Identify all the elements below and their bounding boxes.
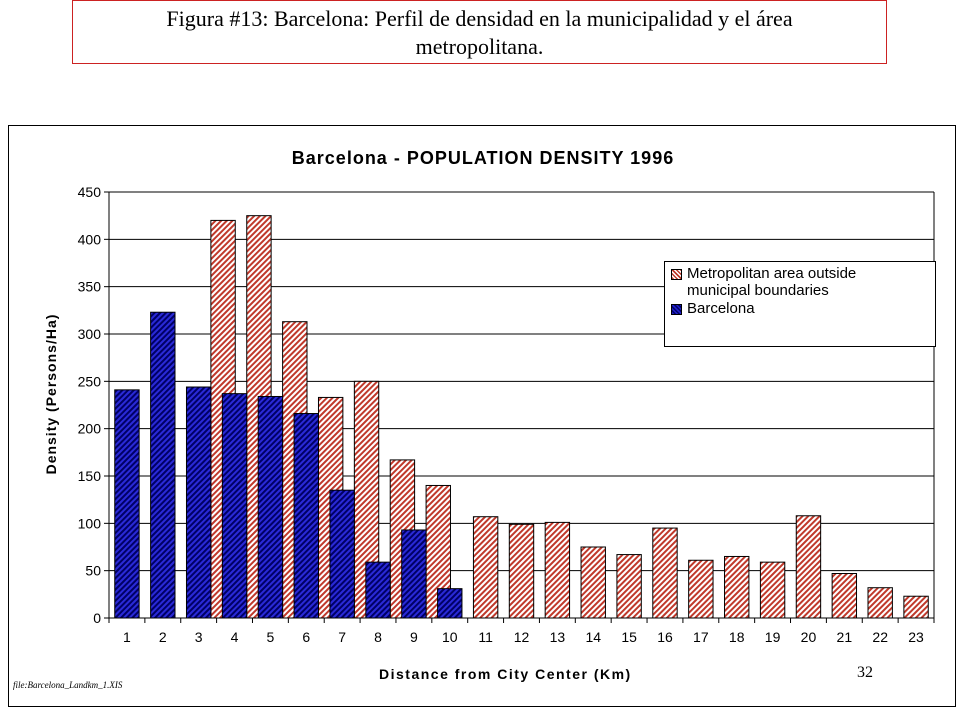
y-tick-label-400: 400 xyxy=(78,231,102,247)
bar-barcelona-6 xyxy=(293,413,319,619)
x-tick-label-6: 6 xyxy=(302,629,310,645)
x-tick-label-18: 18 xyxy=(729,629,745,645)
y-tick-label-350: 350 xyxy=(78,279,102,295)
bar-barcelona-5 xyxy=(257,395,284,619)
x-tick-label-13: 13 xyxy=(550,629,566,645)
y-axis-title: Density (Persons/Ha) xyxy=(43,313,59,475)
chart-frame: 0 50 100 150 200 250 300 350 400 450 1 2 3 4 5 6 7 8 9 10 11… xyxy=(8,125,956,707)
bar-metro-23 xyxy=(903,595,929,619)
y-tick-label-450: 450 xyxy=(78,184,102,200)
x-tick-label-23: 23 xyxy=(908,629,924,645)
caption-line-1: Figura #13: Barcelona: Perfil de densida… xyxy=(166,6,793,31)
x-tick-label-4: 4 xyxy=(231,629,239,645)
bar-barcelona-4 xyxy=(221,393,248,619)
bar-metro-20 xyxy=(795,515,822,619)
y-tick-label-0: 0 xyxy=(93,610,101,626)
bar-barcelona-10 xyxy=(437,588,463,619)
x-tick-label-7: 7 xyxy=(338,629,346,645)
bar-barcelona-7 xyxy=(329,489,355,619)
bar-metro-12 xyxy=(508,523,535,619)
bar-metro-15 xyxy=(616,554,642,619)
file-note: file:Barcelona_Landkm_1.XIS xyxy=(13,680,123,690)
y-tick-label-50: 50 xyxy=(85,563,101,579)
caption-line-2: metropolitana. xyxy=(415,34,544,59)
x-tick-label-5: 5 xyxy=(267,629,275,645)
bar-metro-13 xyxy=(544,521,571,619)
bar-metro-19 xyxy=(759,561,786,619)
y-tick-label-250: 250 xyxy=(78,373,102,389)
x-tick-label-14: 14 xyxy=(585,629,601,645)
bar-metro-21 xyxy=(831,573,858,619)
bar-barcelona-9 xyxy=(401,529,427,619)
bar-metro-17 xyxy=(688,559,714,619)
bar-metro-14 xyxy=(580,546,606,619)
bar-metro-18 xyxy=(724,555,750,619)
x-tick-label-19: 19 xyxy=(765,629,781,645)
legend-entry-metro: Metropolitan area outside municipal boun… xyxy=(671,265,907,299)
x-axis-title: Distance from City Center (Km) xyxy=(379,666,632,682)
x-tick-label-12: 12 xyxy=(514,629,530,645)
x-tick-label-8: 8 xyxy=(374,629,382,645)
bar-metro-11 xyxy=(472,516,499,619)
y-tick-label-100: 100 xyxy=(78,515,102,531)
x-tick-label-22: 22 xyxy=(872,629,888,645)
x-tick-label-1: 1 xyxy=(123,629,131,645)
bar-metro-16 xyxy=(652,527,678,619)
legend-label-metro: Metropolitan area outside municipal boun… xyxy=(687,265,857,299)
chart-title: Barcelona - POPULATION DENSITY 1996 xyxy=(291,148,675,168)
x-tick-label-16: 16 xyxy=(657,629,673,645)
bar-barcelona-8 xyxy=(365,561,391,619)
y-tick-label-300: 300 xyxy=(78,326,102,342)
bar-barcelona-1 xyxy=(114,389,140,619)
bar-metro-22 xyxy=(867,587,893,619)
x-tick-label-3: 3 xyxy=(195,629,203,645)
figure-caption: Figura #13: Barcelona: Perfil de densida… xyxy=(72,0,887,64)
y-tick-label-150: 150 xyxy=(78,468,102,484)
legend-swatch-metro xyxy=(671,269,682,280)
x-tick-label-11: 11 xyxy=(478,629,493,645)
x-tick-label-15: 15 xyxy=(621,629,637,645)
page-number: 32 xyxy=(857,664,873,681)
x-tick-label-9: 9 xyxy=(410,629,418,645)
chart-legend: Metropolitan area outside municipal boun… xyxy=(664,261,936,347)
x-tick-label-21: 21 xyxy=(837,629,853,645)
x-tick-label-20: 20 xyxy=(801,629,817,645)
x-tick-label-2: 2 xyxy=(159,629,167,645)
x-tick-label-17: 17 xyxy=(693,629,709,645)
legend-swatch-barcelona xyxy=(671,304,682,315)
legend-label-barcelona: Barcelona xyxy=(687,300,755,317)
legend-entry-barcelona: Barcelona xyxy=(671,300,907,317)
bar-barcelona-3 xyxy=(185,386,212,619)
bars-layer xyxy=(114,215,929,619)
y-tick-label-200: 200 xyxy=(78,421,102,437)
bar-barcelona-2 xyxy=(150,311,176,619)
x-tick-label-10: 10 xyxy=(442,629,458,645)
